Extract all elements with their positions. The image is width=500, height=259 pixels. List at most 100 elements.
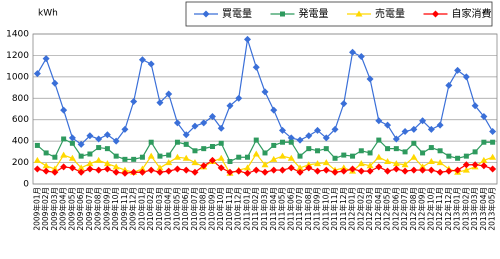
point: [86, 160, 94, 167]
point: [165, 90, 173, 98]
x-tick-label: 2010年07月: [189, 187, 199, 231]
point: [182, 154, 190, 161]
point: [261, 168, 269, 176]
x-tick-label: 2009年09月: [101, 187, 111, 231]
point: [305, 161, 313, 168]
point: [463, 153, 469, 159]
point: [51, 79, 59, 87]
y-axis-label: kWh: [38, 9, 58, 19]
point: [287, 154, 295, 161]
point: [436, 159, 444, 166]
point: [252, 166, 260, 174]
point: [235, 94, 243, 102]
point: [130, 168, 138, 176]
legend-marker: [432, 10, 439, 18]
point: [314, 167, 322, 175]
point: [69, 140, 75, 146]
point: [96, 145, 102, 151]
x-tick-label: 2010年02月: [145, 187, 155, 231]
x-tick-label: 2012年05月: [382, 187, 392, 231]
point: [366, 162, 374, 169]
x-tick-label: 2010年04月: [163, 187, 173, 231]
point: [401, 128, 409, 135]
point: [227, 159, 233, 164]
x-tick-label: 2011年07月: [294, 187, 304, 231]
point: [323, 146, 329, 152]
x-tick-label: 2013年05月: [487, 187, 497, 231]
x-tick-label: 2012年10月: [425, 187, 435, 231]
point: [340, 100, 348, 108]
point: [314, 126, 322, 134]
point: [235, 167, 243, 175]
point: [392, 165, 400, 173]
point: [270, 166, 278, 174]
point: [236, 154, 242, 160]
point: [60, 151, 68, 158]
point: [217, 154, 225, 161]
y-tick-label: 1200: [6, 51, 29, 61]
x-tick-label: 2013年01月: [452, 187, 462, 231]
point: [95, 156, 103, 163]
point: [305, 132, 313, 140]
point: [112, 163, 120, 170]
point: [357, 160, 365, 167]
point: [419, 166, 427, 174]
point: [436, 121, 444, 129]
point: [454, 166, 462, 174]
point: [280, 139, 286, 145]
x-tick-label: 2009年01月: [31, 187, 41, 231]
legend-label: 買電量: [222, 8, 252, 20]
point: [252, 63, 260, 71]
point: [112, 168, 120, 176]
point: [244, 154, 250, 160]
point: [279, 166, 287, 174]
x-tick-label: 2010年03月: [154, 187, 164, 231]
point: [287, 134, 295, 142]
point: [331, 168, 339, 176]
point: [103, 160, 111, 167]
point: [121, 166, 129, 173]
x-tick-label: 2011年03月: [259, 187, 269, 231]
point: [191, 168, 199, 176]
point: [262, 150, 268, 156]
x-tick-label: 2012年08月: [408, 187, 418, 231]
x-tick-label: 2012年07月: [399, 187, 409, 231]
point: [366, 167, 374, 175]
point: [104, 146, 110, 152]
point: [480, 113, 488, 120]
point: [340, 167, 348, 175]
point: [156, 164, 164, 171]
point: [77, 164, 85, 171]
point: [165, 159, 173, 166]
point: [103, 131, 111, 139]
point: [130, 98, 138, 105]
point: [192, 148, 198, 154]
point: [61, 136, 67, 142]
point: [86, 132, 94, 140]
x-tick-label: 2009年12月: [128, 187, 138, 231]
point: [322, 166, 330, 174]
point: [173, 119, 181, 127]
point: [208, 113, 216, 120]
point: [481, 139, 487, 145]
x-tick-label: 2009年02月: [40, 187, 50, 231]
point: [173, 153, 181, 160]
point: [200, 162, 208, 170]
point: [34, 142, 40, 148]
point: [33, 165, 41, 173]
point: [218, 140, 224, 146]
x-tick-label: 2012年06月: [390, 187, 400, 231]
plot-frame: [32, 33, 498, 185]
point: [349, 165, 357, 173]
legend-label: 売電量: [375, 7, 405, 20]
point: [42, 167, 50, 175]
point: [455, 155, 461, 161]
point: [217, 164, 225, 172]
point: [341, 152, 347, 158]
point: [297, 153, 303, 159]
point: [420, 150, 426, 156]
point: [200, 119, 208, 127]
point: [287, 164, 295, 172]
x-tick-label: 2009年10月: [110, 187, 120, 231]
y-tick-label: 600: [12, 115, 29, 125]
